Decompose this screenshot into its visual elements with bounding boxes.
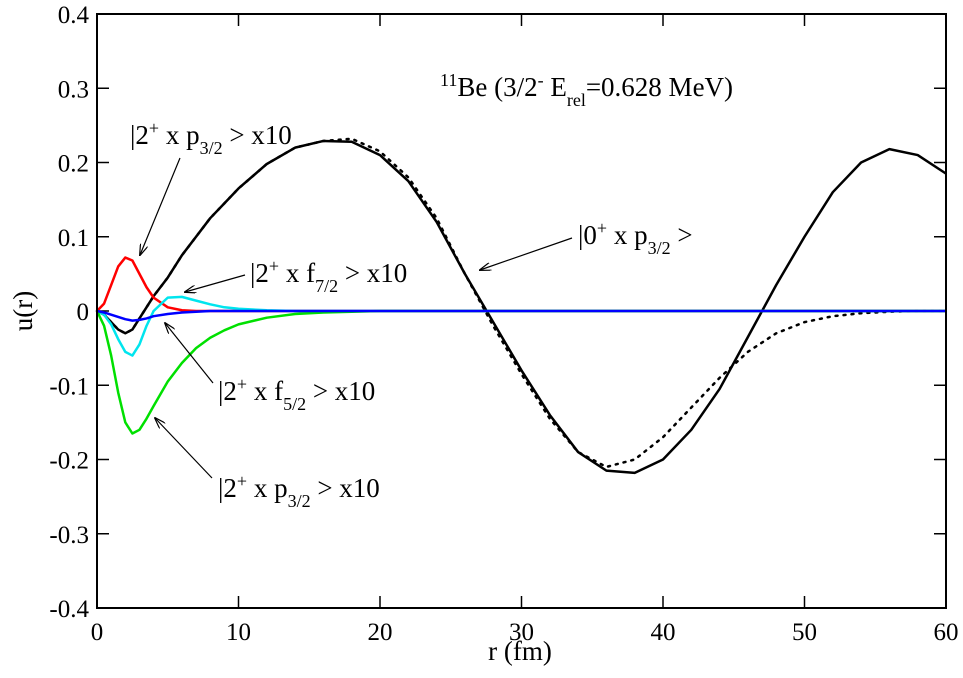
x-axis-label: r (fm) xyxy=(488,636,552,666)
annotation-part: 5/2 xyxy=(283,394,306,414)
annotation-part: + xyxy=(269,256,279,276)
annotation: |2+ x f5/2 > x10 xyxy=(218,374,375,414)
series-line xyxy=(95,137,948,469)
annotation-part: 7/2 xyxy=(315,276,338,296)
title-part: Be (3/2 xyxy=(457,72,537,102)
annotation-part: x f xyxy=(279,258,315,288)
x-tick-label: 40 xyxy=(651,619,676,646)
title-part: rel xyxy=(567,90,586,110)
y-tick-label: 0.4 xyxy=(58,2,90,29)
annotation-part: + xyxy=(237,471,247,491)
y-tick-label: 0.1 xyxy=(58,225,89,252)
y-tick-label: 0 xyxy=(77,299,90,326)
annotation-part: x p xyxy=(607,220,648,250)
annotation-part: 3/2 xyxy=(288,491,311,511)
title-part: 11 xyxy=(440,70,457,90)
annotation-part: |0 xyxy=(578,220,597,250)
annotation-part: > x10 xyxy=(306,376,375,406)
annotation: |2+ x p3/2 > x10 xyxy=(130,118,292,158)
annotation-part: > x10 xyxy=(311,473,380,503)
annotation: |0+ x p3/2 > xyxy=(578,218,693,258)
x-tick-label: 30 xyxy=(509,619,534,646)
y-tick-label: -0.4 xyxy=(49,596,89,623)
arrow xyxy=(165,323,214,384)
y-tick-label: -0.1 xyxy=(49,373,89,400)
chart-title: 11Be (3/2- Erel=0.628 MeV) xyxy=(440,70,733,110)
plot-area: 0 10 20 30 40 50 60 -0.4 -0.3 -0.2 -0.1 0 0.1 0.2 0.3 0… xyxy=(49,2,958,646)
y-tick-label: 0.3 xyxy=(58,76,89,103)
series-line xyxy=(96,295,946,357)
annotation-part: > x10 xyxy=(223,120,292,150)
title-part: - xyxy=(538,70,544,90)
annotation-part: x p xyxy=(247,473,288,503)
y-axis-label: u(r) xyxy=(8,291,38,331)
series-line xyxy=(96,256,946,313)
annotation-part: + xyxy=(597,218,607,238)
plot-frame xyxy=(96,13,947,609)
annotation: |2+ x f7/2 > x10 xyxy=(250,256,407,296)
annotation-part: x p xyxy=(159,120,200,150)
annotation: |2+ x p3/2 > x10 xyxy=(218,471,380,511)
annotation-part: 3/2 xyxy=(648,238,671,258)
x-tick-label: 20 xyxy=(368,619,393,646)
y-tick-label: -0.2 xyxy=(49,448,89,475)
annotation-part: > xyxy=(671,220,693,250)
title-part: E xyxy=(544,72,567,102)
annotation-part: 3/2 xyxy=(200,138,223,158)
title-part: =0.628 MeV) xyxy=(586,72,733,102)
annotation-part: |2 xyxy=(218,376,237,406)
y-tick-label: 0.2 xyxy=(58,151,89,178)
x-tick-label: 50 xyxy=(792,619,817,646)
y-tick-label: -0.3 xyxy=(49,522,89,549)
arrow xyxy=(480,237,573,270)
arrow xyxy=(185,274,246,292)
annotation-part: > x10 xyxy=(338,258,407,288)
annotation-part: |2 xyxy=(250,258,269,288)
arrow xyxy=(140,157,181,255)
annotation-part: |2 xyxy=(218,473,237,503)
x-tick-label: 0 xyxy=(91,619,104,646)
annotations: |2+ x p3/2 > x10|2+ x f7/2 > x10|0+ x p3… xyxy=(130,118,693,511)
x-tick-label: 60 xyxy=(934,619,959,646)
arrow xyxy=(155,418,213,479)
series-line xyxy=(96,309,946,322)
annotation-part: x f xyxy=(247,376,283,406)
x-tick-label: 10 xyxy=(226,619,251,646)
annotation-part: + xyxy=(237,374,247,394)
annotation-part: |2 xyxy=(130,120,149,150)
annotation-part: + xyxy=(149,118,159,138)
